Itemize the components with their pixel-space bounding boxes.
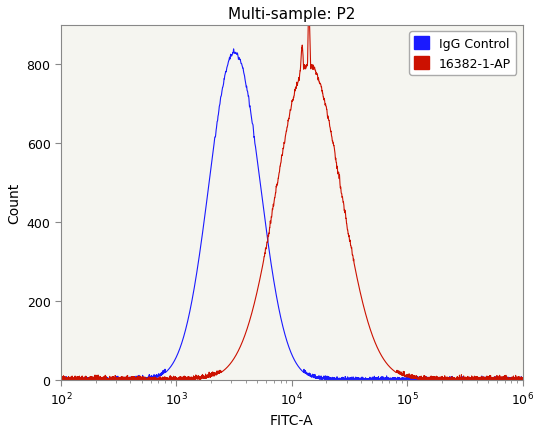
Y-axis label: Count: Count (7, 183, 21, 224)
16382-1-AP (358, 294, 365, 299)
16382-1-AP (234, 350, 241, 355)
IgG Control (402, 377, 408, 382)
Line: 16382-1-AP: 16382-1-AP (61, 9, 523, 381)
IgG Control (142, 376, 148, 381)
Line: IgG Control: IgG Control (61, 50, 523, 381)
IgG Control (234, 51, 241, 56)
X-axis label: FITC-A: FITC-A (270, 413, 314, 427)
16382-1-AP (519, 377, 526, 382)
IgG Control (519, 377, 526, 382)
IgG Control (358, 378, 365, 383)
Legend: IgG Control, 16382-1-AP: IgG Control, 16382-1-AP (409, 32, 516, 76)
16382-1-AP (306, 6, 312, 11)
16382-1-AP (437, 378, 444, 383)
IgG Control (437, 378, 444, 383)
IgG Control (230, 47, 237, 53)
16382-1-AP (477, 378, 483, 383)
16382-1-AP (402, 374, 408, 379)
Title: Multi-sample: P2: Multi-sample: P2 (228, 7, 355, 22)
IgG Control (335, 376, 341, 381)
16382-1-AP (58, 374, 64, 379)
IgG Control (419, 378, 426, 383)
IgG Control (58, 378, 64, 383)
16382-1-AP (335, 172, 341, 177)
16382-1-AP (142, 376, 148, 381)
